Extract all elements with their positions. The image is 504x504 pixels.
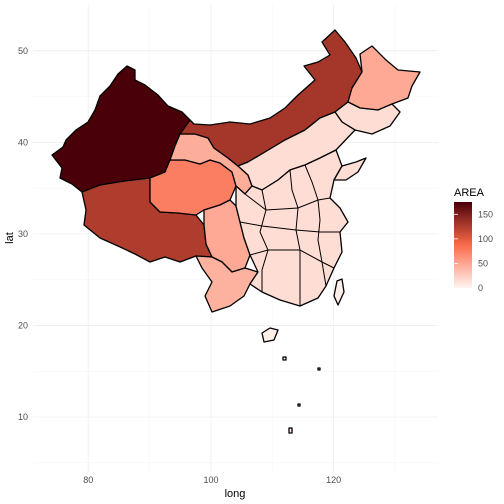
legend-label: 0 xyxy=(478,283,483,293)
y-tick-label: 30 xyxy=(18,229,28,239)
x-tick-label: 120 xyxy=(326,475,341,485)
y-tick-label: 50 xyxy=(18,46,28,56)
legend-label: 150 xyxy=(478,209,493,219)
region-xinjiang xyxy=(51,65,191,193)
region-taiwan xyxy=(333,278,345,306)
map-regions xyxy=(51,29,421,434)
y-tick-label: 10 xyxy=(18,412,28,422)
y-axis-ticks: 10 20 30 40 50 xyxy=(18,46,28,422)
region-islands-4 xyxy=(317,367,321,371)
y-tick-label: 40 xyxy=(18,137,28,147)
y-tick-label: 20 xyxy=(18,320,28,330)
legend-label: 100 xyxy=(478,234,493,244)
region-islands-1 xyxy=(282,356,287,361)
x-tick-label: 100 xyxy=(203,475,218,485)
legend: AREA 150 100 50 0 xyxy=(454,187,493,293)
y-axis-title: lat xyxy=(4,232,16,244)
region-islands-3 xyxy=(288,427,293,434)
region-hainan xyxy=(261,327,279,343)
legend-title: AREA xyxy=(454,187,485,199)
legend-ticks: 150 100 50 0 xyxy=(454,209,493,293)
x-axis-title: long xyxy=(225,488,246,500)
legend-colorbar xyxy=(454,202,472,288)
region-shandong xyxy=(333,157,367,181)
x-tick-label: 80 xyxy=(83,475,93,485)
x-axis-ticks: 80 100 120 xyxy=(83,475,341,485)
region-yunnan xyxy=(195,255,259,313)
province-borders xyxy=(239,164,340,306)
legend-label: 50 xyxy=(478,258,488,268)
region-islands-2 xyxy=(297,403,301,407)
